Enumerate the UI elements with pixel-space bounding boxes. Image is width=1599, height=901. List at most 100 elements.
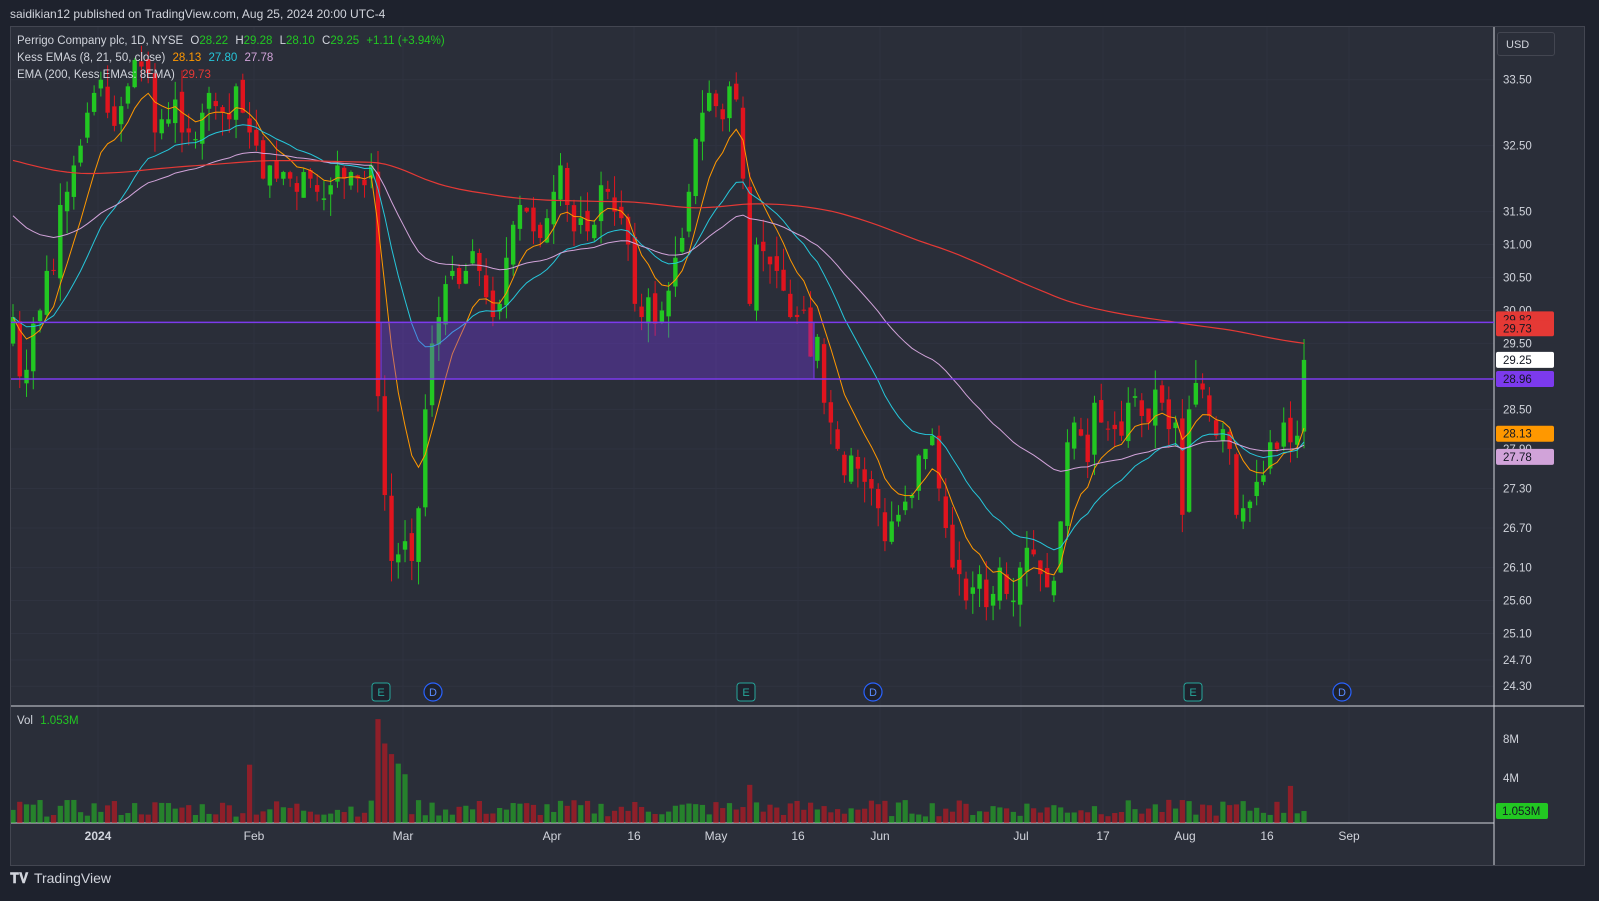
volume-bar (71, 799, 77, 823)
time-tick-label: Feb (244, 829, 265, 843)
candle-body (1227, 431, 1232, 449)
candle-body (936, 435, 942, 489)
candle-body (1193, 382, 1199, 405)
price-tick-label: 27.30 (1503, 483, 1532, 495)
candle-body (1173, 422, 1178, 429)
candle-body (585, 210, 590, 232)
candle-body (281, 172, 286, 179)
time-tick-label: 16 (791, 829, 805, 843)
candle-body (1180, 418, 1185, 515)
time-tick-label: Aug (1174, 829, 1195, 843)
candle-body (612, 197, 617, 212)
candle-body (1004, 574, 1009, 594)
volume-bar (192, 815, 199, 823)
volume-bar (1227, 805, 1233, 823)
candle-body (477, 252, 482, 271)
candle-body (1288, 417, 1293, 443)
candle-body (1295, 435, 1300, 445)
volume-bar (1105, 816, 1111, 823)
candle-body (436, 317, 442, 345)
candle-body (875, 489, 881, 509)
candle-body (1146, 408, 1151, 423)
open-value: 28.22 (199, 35, 229, 47)
volume-bar (105, 805, 111, 823)
volume-bar (828, 812, 834, 823)
volume-bar (84, 815, 90, 823)
volume-bar (1010, 811, 1016, 823)
candle-body (544, 218, 550, 243)
volume-bar (949, 811, 956, 823)
symbol-legend: Perrigo Company plc, 1D, NYSE O28.22 H29… (17, 35, 449, 47)
candle-body (821, 344, 827, 403)
chart-frame[interactable]: EDEDED33.5032.5031.5031.0030.5030.0029.5… (10, 26, 1585, 866)
candle-body (605, 188, 611, 192)
volume-bar (1254, 807, 1260, 823)
supply-zone-box[interactable] (380, 321, 815, 380)
volume-bar (1139, 813, 1145, 823)
volume-bar (855, 809, 861, 823)
volume-bar (361, 812, 368, 823)
candle-body (98, 79, 104, 89)
time-tick-label: Jul (1013, 829, 1028, 843)
earnings-marker-icon[interactable] (371, 682, 391, 702)
volume-bar (909, 813, 915, 823)
candle-body (963, 578, 969, 601)
candle-body (808, 307, 813, 357)
volume-bar (1281, 812, 1287, 823)
earnings-marker-icon[interactable] (1183, 682, 1203, 702)
volume-bar (801, 809, 807, 823)
time-tick-label: Jun (870, 829, 889, 843)
candle-body (85, 112, 90, 138)
candle-body (1159, 385, 1165, 403)
candle-body (118, 106, 124, 125)
volume-bar (456, 806, 462, 823)
volume-bar (98, 811, 104, 823)
volume-bar (1003, 808, 1010, 823)
candle-body (125, 86, 131, 104)
candle-body (700, 112, 705, 142)
candle-body (1112, 424, 1117, 430)
ema-50-line (12, 151, 1305, 472)
volume-bar (213, 814, 219, 823)
dividend-marker-icon[interactable] (423, 682, 443, 702)
candle-body (240, 79, 246, 113)
candle-body (31, 323, 36, 372)
dividend-marker-icon[interactable] (863, 682, 883, 702)
dividend-marker-icon[interactable] (1332, 682, 1352, 702)
volume-bar (990, 806, 996, 823)
volume-bar (895, 802, 902, 823)
candle-body (409, 533, 414, 561)
candle-body (37, 310, 43, 322)
chart-canvas[interactable]: EDEDED33.5032.5031.5031.0030.5030.0029.5… (11, 27, 1584, 865)
tradingview-logo-icon: 𝐓𝐕 (10, 870, 29, 886)
candle-body (666, 290, 671, 317)
volume-bar (672, 805, 678, 823)
candle-body (173, 99, 178, 124)
volume-bar (706, 814, 712, 823)
candle-body (882, 512, 888, 542)
event-marker-label: D (429, 687, 437, 699)
volume-bar (551, 811, 557, 823)
candle-body (889, 521, 894, 542)
volume-bar (57, 805, 63, 823)
volume-bar (274, 801, 280, 823)
currency-selector[interactable]: USD (1497, 32, 1555, 56)
volume-bar (64, 800, 70, 823)
candle-body (1085, 434, 1090, 463)
candle-body (186, 128, 191, 133)
volume-tick-label: 8M (1503, 734, 1519, 746)
volume-bar (17, 801, 23, 823)
volume-bar (328, 813, 334, 823)
price-tick-label: 25.10 (1503, 628, 1532, 640)
close-value: 29.25 (330, 35, 360, 47)
volume-bar (1112, 813, 1118, 823)
earnings-marker-icon[interactable] (736, 682, 756, 702)
volume-bar (720, 808, 726, 823)
volume-bar (483, 813, 489, 823)
candle-body (1200, 383, 1205, 390)
volume-bar (280, 807, 286, 823)
volume-last-label: 1.053M (1502, 806, 1540, 818)
candle-body (483, 275, 489, 298)
symbol-name: Perrigo Company plc, 1D, NYSE (17, 35, 184, 47)
volume-bar (584, 800, 591, 823)
